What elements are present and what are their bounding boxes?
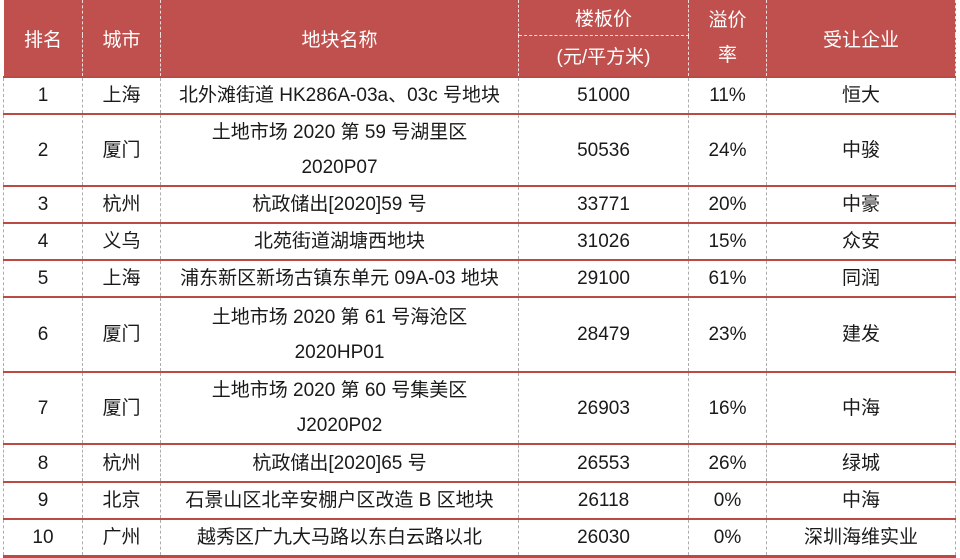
header-row-sub: (元/平方米)	[4, 34, 956, 78]
city-cell: 北京	[82, 482, 161, 520]
parcel-cell: 土地市场 2020 第 59 号湖里区 2020P07	[160, 114, 519, 187]
company-cell: 绿城	[766, 444, 956, 483]
company-cell: 中海	[766, 372, 956, 445]
rank-cell: 2	[3, 114, 83, 187]
rank-cell: 6	[3, 297, 83, 373]
price-cell: 26903	[518, 372, 689, 445]
price-cell: 26553	[518, 444, 689, 483]
city-cell: 上海	[82, 77, 161, 115]
rank-cell: 5	[3, 260, 83, 298]
table-row: 5 上海 浦东新区新场古镇东单元 09A-03 地块 29100 61% 同润	[3, 260, 956, 298]
company-cell: 中豪	[766, 186, 956, 224]
premium-cell: 61%	[688, 260, 767, 298]
city-cell: 广州	[82, 519, 161, 558]
table-row: 10 广州 越秀区广九大马路以东白云路以北 26030 0% 深圳海维实业	[3, 519, 956, 558]
premium-cell: 15%	[688, 223, 767, 261]
premium-cell: 0%	[688, 482, 767, 520]
parcel-cell: 越秀区广九大马路以东白云路以北	[160, 519, 519, 558]
price-cell: 33771	[518, 186, 689, 224]
price-cell: 29100	[518, 260, 689, 298]
table-row: 9 北京 石景山区北辛安棚户区改造 B 区地块 26118 0% 中海	[3, 482, 956, 520]
header-company: 受让企业	[766, 0, 956, 78]
table-row: 1 上海 北外滩街道 HK286A-03a、03c 号地块 51000 11% 恒大	[3, 77, 956, 115]
table-row: 3 杭州 杭政储出[2020]59 号 33771 20% 中豪	[3, 186, 956, 224]
header-city: 城市	[82, 0, 161, 78]
company-cell: 建发	[766, 297, 956, 373]
company-cell: 众安	[766, 223, 956, 261]
premium-cell: 11%	[688, 77, 767, 115]
premium-cell: 26%	[688, 444, 767, 483]
price-cell: 26030	[518, 519, 689, 558]
table-row: 2 厦门 土地市场 2020 第 59 号湖里区 2020P07 50536 24% 中骏	[3, 114, 956, 187]
header-row-top: 排名 城市 地块名称 楼板价 溢价 率 受让企业	[3, 0, 956, 78]
rank-cell: 8	[3, 444, 83, 483]
land-price-table: 排名 城市 地块名称 楼板价 溢价 率 受让企业 (元/平方米) 1 上海 北外滩街…	[3, 0, 956, 558]
premium-cell: 24%	[688, 114, 767, 187]
header-premium-rate: 溢价 率	[688, 0, 767, 78]
header-floor-price-unit: (元/平方米)	[518, 34, 689, 78]
premium-cell: 23%	[688, 297, 767, 373]
parcel-cell: 土地市场 2020 第 61 号海沧区 2020HP01	[160, 297, 519, 373]
table-row: 8 杭州 杭政储出[2020]65 号 26553 26% 绿城	[3, 444, 956, 483]
rank-cell: 3	[3, 186, 83, 224]
table-header: 排名 城市 地块名称 楼板价 溢价 率 受让企业 (元/平方米)	[3, 0, 956, 78]
city-cell: 上海	[82, 260, 161, 298]
company-cell: 中骏	[766, 114, 956, 187]
company-cell: 中海	[766, 482, 956, 520]
parcel-cell: 浦东新区新场古镇东单元 09A-03 地块	[160, 260, 519, 298]
parcel-cell: 石景山区北辛安棚户区改造 B 区地块	[160, 482, 519, 520]
city-cell: 杭州	[82, 444, 161, 483]
rank-cell: 10	[3, 519, 83, 558]
rank-cell: 4	[3, 223, 83, 261]
table-row: 4 义乌 北苑街道湖塘西地块 31026 15% 众安	[3, 223, 956, 261]
price-cell: 50536	[518, 114, 689, 187]
rank-cell: 9	[3, 482, 83, 520]
parcel-cell: 杭政储出[2020]65 号	[160, 444, 519, 483]
parcel-cell: 杭政储出[2020]59 号	[160, 186, 519, 224]
header-parcel-name: 地块名称	[160, 0, 519, 78]
parcel-cell: 北苑街道湖塘西地块	[160, 223, 519, 261]
price-cell: 51000	[518, 77, 689, 115]
price-cell: 31026	[518, 223, 689, 261]
city-cell: 厦门	[82, 297, 161, 373]
parcel-cell: 北外滩街道 HK286A-03a、03c 号地块	[160, 77, 519, 115]
premium-cell: 20%	[688, 186, 767, 224]
premium-cell: 16%	[688, 372, 767, 445]
table-row: 7 厦门 土地市场 2020 第 60 号集美区 J2020P02 26903 16% 中…	[3, 372, 956, 445]
premium-cell: 0%	[688, 519, 767, 558]
city-cell: 厦门	[82, 114, 161, 187]
table-row: 6 厦门 土地市场 2020 第 61 号海沧区 2020HP01 28479 23% 建…	[3, 297, 956, 373]
header-rank: 排名	[3, 0, 83, 78]
city-cell: 义乌	[82, 223, 161, 261]
rank-cell: 7	[3, 372, 83, 445]
company-cell: 恒大	[766, 77, 956, 115]
company-cell: 深圳海维实业	[766, 519, 956, 558]
header-floor-price: 楼板价	[518, 0, 689, 36]
price-cell: 26118	[518, 482, 689, 520]
rank-cell: 1	[3, 77, 83, 115]
price-cell: 28479	[518, 297, 689, 373]
city-cell: 杭州	[82, 186, 161, 224]
parcel-cell: 土地市场 2020 第 60 号集美区 J2020P02	[160, 372, 519, 445]
company-cell: 同润	[766, 260, 956, 298]
table-body: 1 上海 北外滩街道 HK286A-03a、03c 号地块 51000 11% 恒大 2 厦门…	[3, 77, 956, 558]
city-cell: 厦门	[82, 372, 161, 445]
